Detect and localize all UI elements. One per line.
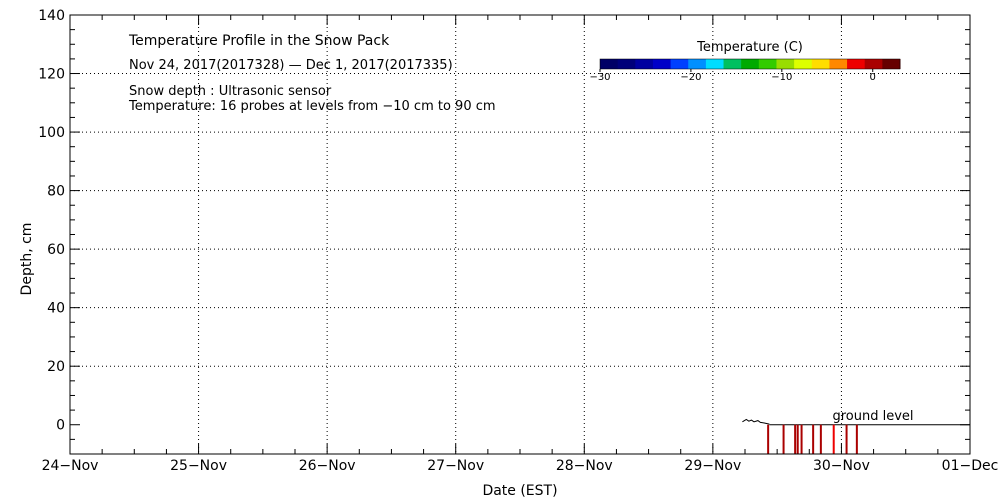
colorbar-segment bbox=[600, 59, 619, 69]
x-tick-label: 01−Dec bbox=[942, 458, 999, 474]
x-tick-label: 26−Nov bbox=[299, 458, 356, 474]
y-axis-label: Depth, cm bbox=[19, 223, 35, 296]
y-tick-label: 40 bbox=[47, 301, 65, 317]
colorbar-segment bbox=[882, 59, 901, 69]
colorbar-segment bbox=[723, 59, 742, 69]
colorbar-segment bbox=[688, 59, 707, 69]
x-tick-label: 27−Nov bbox=[427, 458, 484, 474]
colorbar-segment bbox=[776, 59, 795, 69]
colorbar-frame bbox=[599, 58, 901, 70]
note-temperature: Temperature: 16 probes at levels from −1… bbox=[128, 99, 496, 114]
ground-level-label: ground level bbox=[832, 409, 913, 424]
x-tick-label: 24−Nov bbox=[42, 458, 99, 474]
note-snow-depth: Snow depth : Ultrasonic sensor bbox=[129, 84, 332, 99]
y-tick-label: 100 bbox=[38, 125, 65, 141]
snow-depth-line bbox=[742, 418, 770, 425]
colorbar-segment bbox=[794, 59, 813, 69]
x-tick-label: 25−Nov bbox=[170, 458, 227, 474]
colorbar-segment bbox=[829, 59, 848, 69]
y-tick-label: 140 bbox=[38, 8, 65, 24]
y-tick-label: 120 bbox=[38, 67, 65, 83]
plot-frame bbox=[69, 14, 971, 455]
x-axis-label: Date (EST) bbox=[482, 483, 557, 499]
y-tick-label: 80 bbox=[47, 184, 65, 200]
y-tick-label: 0 bbox=[56, 418, 65, 434]
colorbar-segment bbox=[847, 59, 866, 69]
colorbar-segment bbox=[617, 59, 636, 69]
y-tick-label: 60 bbox=[47, 242, 65, 258]
colorbar-tick-label: −30 bbox=[589, 72, 610, 83]
colorbar-segment bbox=[758, 59, 777, 69]
y-tick-label: 20 bbox=[47, 359, 65, 375]
colorbar-segment bbox=[741, 59, 760, 69]
x-tick-label: 29−Nov bbox=[684, 458, 741, 474]
colorbar-tick-label: −20 bbox=[680, 72, 701, 83]
colorbar-segment bbox=[652, 59, 672, 69]
colorbar-segment bbox=[635, 59, 654, 69]
colorbar-segment bbox=[811, 59, 830, 69]
colorbar-label: Temperature (C) bbox=[696, 40, 803, 55]
data-marks bbox=[742, 418, 970, 454]
chart-title: Temperature Profile in the Snow Pack bbox=[128, 33, 390, 49]
colorbar-tick-label: −10 bbox=[771, 72, 792, 83]
x-tick-label: 30−Nov bbox=[813, 458, 870, 474]
colorbar: −30 −20 −10 0 bbox=[589, 58, 901, 83]
colorbar-segment bbox=[670, 59, 689, 69]
axis-ticks: 24−Nov 25−Nov 26−Nov 27−Nov 28−Nov 29−Nov 30−N… bbox=[38, 8, 998, 474]
colorbar-segment bbox=[705, 59, 725, 69]
chart-subtitle: Nov 24, 2017(2017328) — Dec 1, 2017(2017… bbox=[129, 58, 453, 73]
colorbar-tick-label: 0 bbox=[870, 72, 876, 83]
x-tick-label: 28−Nov bbox=[556, 458, 613, 474]
colorbar-segment bbox=[864, 59, 883, 69]
grid-lines bbox=[70, 15, 970, 454]
